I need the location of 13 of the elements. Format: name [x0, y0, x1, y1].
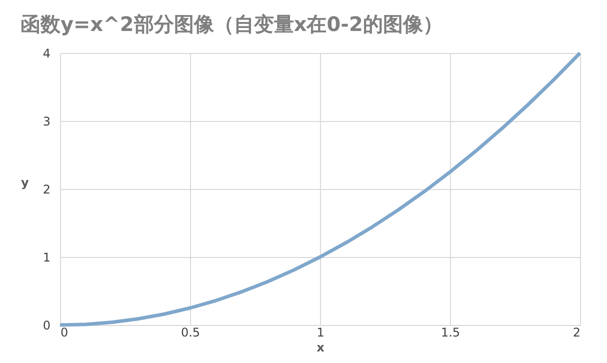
x-tick-label: 0.5	[180, 326, 200, 340]
y-axis-title: y	[20, 176, 29, 190]
x-axis-title: x	[316, 340, 325, 354]
y-tick-label: 2	[42, 182, 50, 196]
line-series	[58, 51, 582, 327]
x-tick-label: 1.5	[440, 326, 460, 340]
y-tick-label: 1	[42, 250, 50, 264]
x-tick-label: 0	[60, 326, 68, 340]
y-tick-label: 3	[42, 114, 50, 128]
x-tick-label: 1	[316, 326, 324, 340]
y-tick-label: 4	[42, 46, 50, 60]
chart-title: 函数y=x^2部分图像（自变量x在0-2的图像）	[20, 12, 443, 36]
x-tick-label: 2	[572, 326, 580, 340]
